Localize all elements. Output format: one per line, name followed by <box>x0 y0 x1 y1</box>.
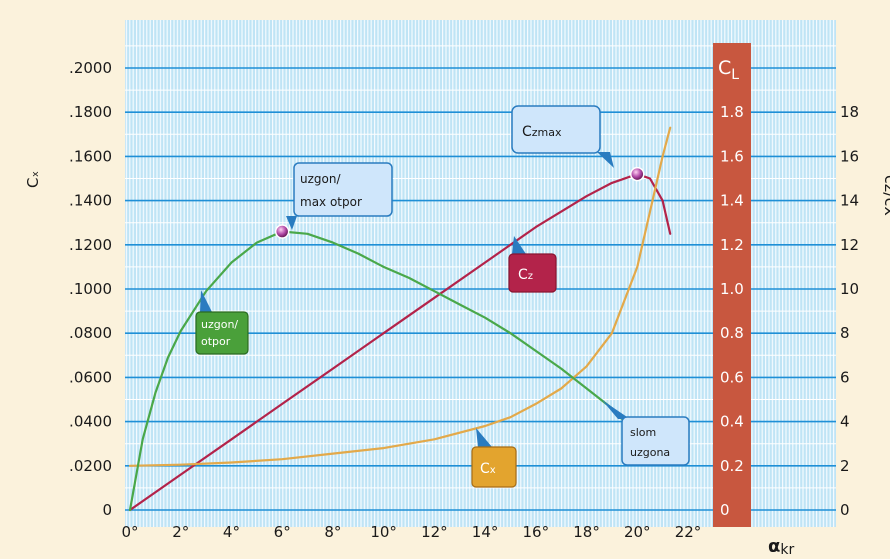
right-axis-ticks: 0 2 4 6 8 10 12 14 16 18 <box>840 103 859 519</box>
right-tick-label: 18 <box>840 103 859 121</box>
callout-uzgon-otpor-box <box>195 311 249 355</box>
right-tick-label: 12 <box>840 236 859 254</box>
x-tick-label: 2° <box>172 523 189 541</box>
left-axis-ticks: 0 .0200 .0400 .0600 .0800 .1000 .1200 .1400 .160… <box>69 59 112 519</box>
callout-cz-main: C <box>518 267 528 283</box>
callout-uzgon-otpor-line2: otpor <box>201 335 231 348</box>
left-tick-label: .1600 <box>69 147 112 165</box>
x-tick-label: 0° <box>121 523 138 541</box>
callout-slom-uzgona-pointer <box>602 400 630 419</box>
callout-cz-sub: z <box>528 271 533 282</box>
left-tick-label: .1200 <box>69 236 112 254</box>
callout-czmax: Czmax <box>511 105 614 168</box>
x-tick-label: 14° <box>472 523 499 541</box>
callout-slom-uzgona-line1: slom <box>630 426 656 439</box>
callout-uzgon-max-otpor-pointer <box>286 216 297 230</box>
x-axis-title-sub: kr <box>780 542 794 558</box>
left-tick-label: .0400 <box>69 413 112 431</box>
x-tick-label: 6° <box>274 523 291 541</box>
callout-uzgon-max-otpor: uzgon/ max otpor <box>286 162 393 230</box>
callout-cz-pointer <box>512 236 526 254</box>
right-tick-label: 2 <box>840 457 850 475</box>
series-line-cz <box>128 173 672 512</box>
series-line-cx <box>128 126 672 467</box>
cl-tick-label: 1.4 <box>720 192 744 210</box>
callout-cx-text: Cx <box>480 461 496 477</box>
callout-cx-pointer <box>476 428 492 447</box>
callout-uzgon-max-otpor-box <box>293 162 393 217</box>
callout-czmax-sub: zmax <box>532 126 562 139</box>
cl-tick-label: 1.6 <box>720 147 744 165</box>
x-axis-ticks: 0° 2° 4° 6° 8° 10° 12° 14° 16° 18° 20° 22° <box>121 523 701 541</box>
x-axis-title: αkr <box>768 536 794 558</box>
x-axis-title-main: α <box>768 536 780 557</box>
callout-uzgon-otpor-line1: uzgon/ <box>201 318 238 331</box>
x-tick-label: 18° <box>573 523 600 541</box>
cl-tick-label: 1.0 <box>720 280 744 298</box>
marker-uzgon-max-otpor <box>274 224 290 239</box>
left-tick-label: .1400 <box>69 192 112 210</box>
right-tick-label: 16 <box>840 147 859 165</box>
left-tick-label: 0 <box>102 501 112 519</box>
callout-cz-box <box>508 253 557 293</box>
cl-tick-label: 0.2 <box>720 457 744 475</box>
cl-tick-label: 0.6 <box>720 368 744 386</box>
callout-cz: Cz <box>508 236 557 293</box>
cl-tick-label: 1.2 <box>720 236 744 254</box>
right-tick-label: 14 <box>840 192 859 210</box>
callout-cx-box <box>471 446 517 488</box>
callout-czmax-main: C <box>522 124 532 140</box>
cl-axis-title-main: C <box>718 57 731 79</box>
callout-czmax-pointer <box>597 152 614 168</box>
x-tick-label: 22° <box>675 523 702 541</box>
callout-uzgon-max-otpor-line2: max otpor <box>300 195 362 209</box>
callout-uzgon-otpor-pointer <box>200 290 212 312</box>
left-tick-label: .0600 <box>69 368 112 386</box>
callout-cx-main: C <box>480 461 490 477</box>
left-tick-label: .2000 <box>69 59 112 77</box>
x-tick-label: 20° <box>624 523 651 541</box>
callout-cx-sub: x <box>490 465 496 476</box>
right-tick-label: 8 <box>840 324 850 342</box>
cl-axis-ticks: 0 0.2 0.4 0.6 0.8 1.0 1.2 1.4 1.6 1.8 <box>720 103 744 519</box>
callout-slom-uzgona-box <box>621 416 690 466</box>
right-tick-label: 6 <box>840 368 850 386</box>
cl-tick-label: 0 <box>720 501 730 519</box>
cl-strip <box>713 43 751 527</box>
cl-axis-title: CL <box>718 57 739 83</box>
left-tick-label: .1800 <box>69 103 112 121</box>
right-tick-label: 4 <box>840 413 850 431</box>
left-tick-label: .1000 <box>69 280 112 298</box>
cl-axis-title-sub: L <box>731 67 739 83</box>
series-line-cz-cx <box>128 230 664 512</box>
cl-tick-label: 0.8 <box>720 324 744 342</box>
callout-slom-uzgona: slom uzgona <box>602 400 690 466</box>
left-axis-title: Cₓ <box>24 171 42 188</box>
x-tick-label: 8° <box>324 523 341 541</box>
series-lines <box>128 126 672 512</box>
cl-tick-label: 1.8 <box>720 103 744 121</box>
x-tick-label: 16° <box>523 523 550 541</box>
x-tick-label: 4° <box>223 523 240 541</box>
x-tick-label: 10° <box>370 523 397 541</box>
left-tick-label: .0800 <box>69 324 112 342</box>
callout-czmax-text: Czmax <box>522 124 562 140</box>
callout-cx: Cx <box>471 428 517 488</box>
right-tick-label: 10 <box>840 280 859 298</box>
x-tick-label: 12° <box>421 523 448 541</box>
series-markers <box>274 166 645 239</box>
right-axis-title: cz/cx <box>881 175 890 216</box>
marker-czmax <box>630 166 645 182</box>
callout-uzgon-max-otpor-line1: uzgon/ <box>300 172 341 186</box>
right-tick-label: 0 <box>840 501 850 519</box>
callout-czmax-box <box>511 105 601 154</box>
callout-cz-text: Cz <box>518 267 533 283</box>
cl-tick-label: 0.4 <box>720 413 744 431</box>
callout-uzgon-otpor: uzgon/ otpor <box>195 290 249 355</box>
callout-slom-uzgona-line2: uzgona <box>630 446 670 459</box>
left-tick-label: .0200 <box>69 457 112 475</box>
